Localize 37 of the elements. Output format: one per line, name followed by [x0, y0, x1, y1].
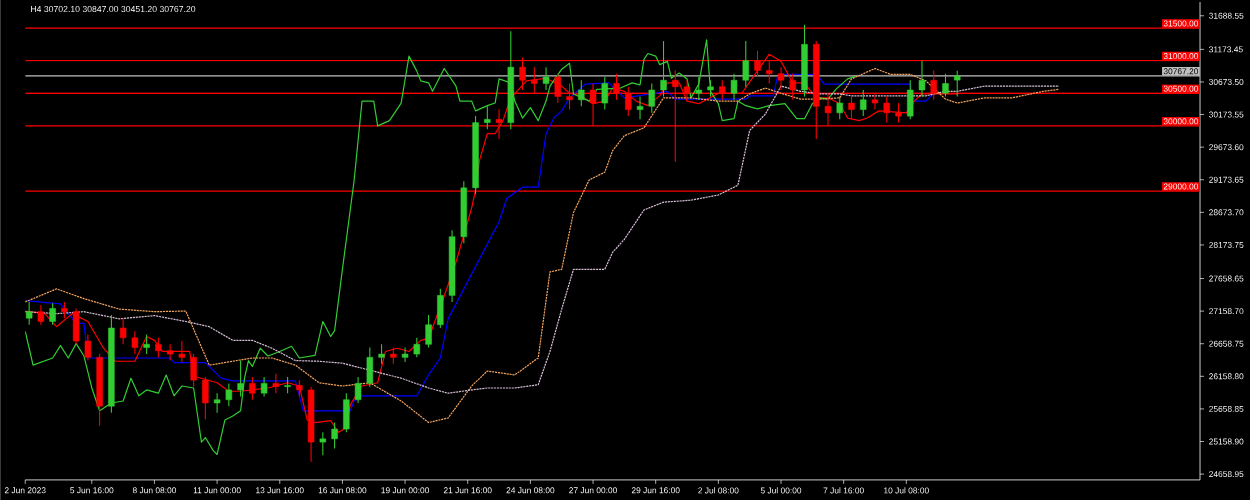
ref-line-label: 31000.00: [1163, 53, 1199, 60]
y-tick-label: 31173.45: [1209, 46, 1243, 53]
x-tick-label: 13 Jun 16:00: [256, 487, 304, 494]
x-tick-label: 5 Jul 00:00: [760, 487, 802, 494]
y-tick-label: 31688.55: [1209, 12, 1244, 19]
y-tick-label: 29173.65: [1209, 176, 1244, 183]
x-tick-label: 2 Jun 2023: [4, 487, 46, 494]
y-tick-label: 26158.80: [1209, 373, 1244, 380]
chart-title: H4 30702.10 30847.00 30451.20 30767.20: [31, 6, 196, 13]
ref-line-label: 31500.00: [1163, 20, 1199, 27]
y-tick-label: 30173.55: [1209, 111, 1244, 118]
y-tick-label: 29673.60: [1209, 144, 1244, 151]
y-tick-label: 28173.75: [1209, 242, 1244, 248]
ref-line-label: 30500.00: [1163, 85, 1199, 92]
y-tick-label: 28673.70: [1209, 209, 1244, 216]
x-tick-label: 7 Jul 16:00: [823, 487, 864, 494]
ref-line-label: 29000.00: [1163, 183, 1199, 190]
y-tick-label: 30673.50: [1209, 79, 1244, 85]
x-tick-label: 11 Jun 00:00: [193, 487, 241, 494]
x-tick-label: 8 Jun 08:00: [132, 487, 177, 494]
x-tick-label: 27 Jun 00:00: [569, 487, 617, 494]
y-tick-label: 27658.65: [1209, 275, 1244, 282]
x-tick-label: 16 Jun 08:00: [318, 487, 367, 494]
ref-line-label: 30767.20: [1163, 68, 1199, 75]
ref-line-label: 30000.00: [1163, 118, 1199, 125]
y-tick-label: 27158.70: [1209, 308, 1244, 315]
y-tick-label: 26658.75: [1209, 340, 1244, 347]
x-tick-label: 10 Jul 08:00: [884, 487, 929, 494]
x-tick-label: 29 Jun 16:00: [631, 487, 680, 494]
y-tick-label: 25158.90: [1209, 438, 1244, 445]
x-tick-label: 19 Jun 00:00: [381, 487, 430, 494]
x-tick-label: 21 Jun 16:00: [443, 487, 492, 494]
y-tick-label: 24658.95: [1209, 471, 1244, 478]
x-tick-label: 2 Jul 08:00: [698, 487, 739, 494]
y-tick-label: 25658.85: [1209, 405, 1244, 412]
x-tick-label: 5 Jun 16:00: [70, 487, 114, 494]
x-tick-label: 24 Jun 08:00: [506, 487, 555, 494]
